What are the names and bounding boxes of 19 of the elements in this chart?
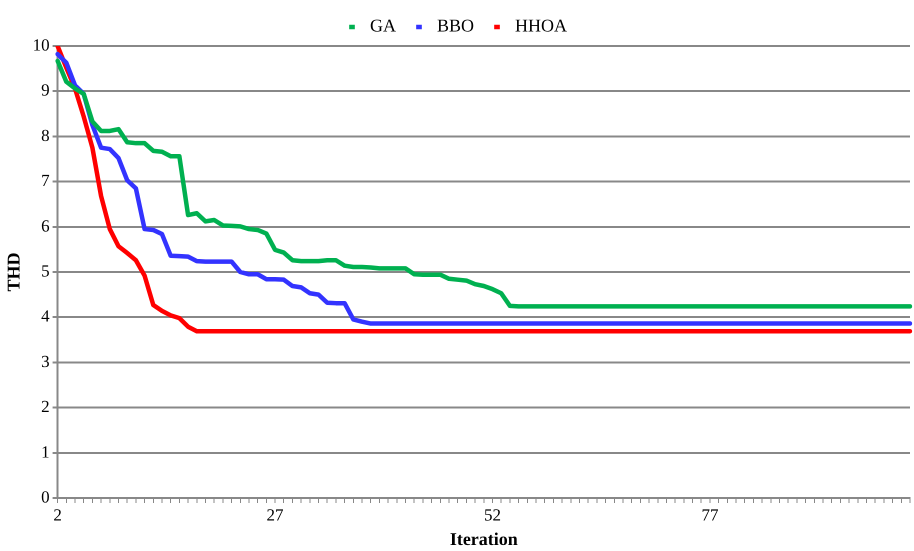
y-tick-label: 1 xyxy=(41,442,50,462)
x-tick-label: 27 xyxy=(266,506,284,525)
x-tick-label: 52 xyxy=(484,506,501,525)
y-axis-title: THD xyxy=(3,252,24,292)
y-tick-label: 6 xyxy=(41,216,50,236)
legend-label: HHOA xyxy=(515,16,568,36)
y-tick-label: 7 xyxy=(41,171,50,190)
x-tick-label: 77 xyxy=(701,506,719,525)
y-tick-label: 3 xyxy=(41,352,50,371)
x-axis-title: Iteration xyxy=(450,528,518,549)
legend-label: GA xyxy=(370,16,396,36)
y-tick-label: 4 xyxy=(41,306,50,326)
y-tick-label: 5 xyxy=(41,261,50,280)
legend-label: BBO xyxy=(436,16,474,36)
y-tick-label: 2 xyxy=(41,397,50,416)
y-tick-label: 9 xyxy=(41,80,50,100)
y-tick-label: 10 xyxy=(32,35,50,54)
y-tick-label: 0 xyxy=(41,487,50,506)
y-tick-label: 8 xyxy=(41,126,50,145)
